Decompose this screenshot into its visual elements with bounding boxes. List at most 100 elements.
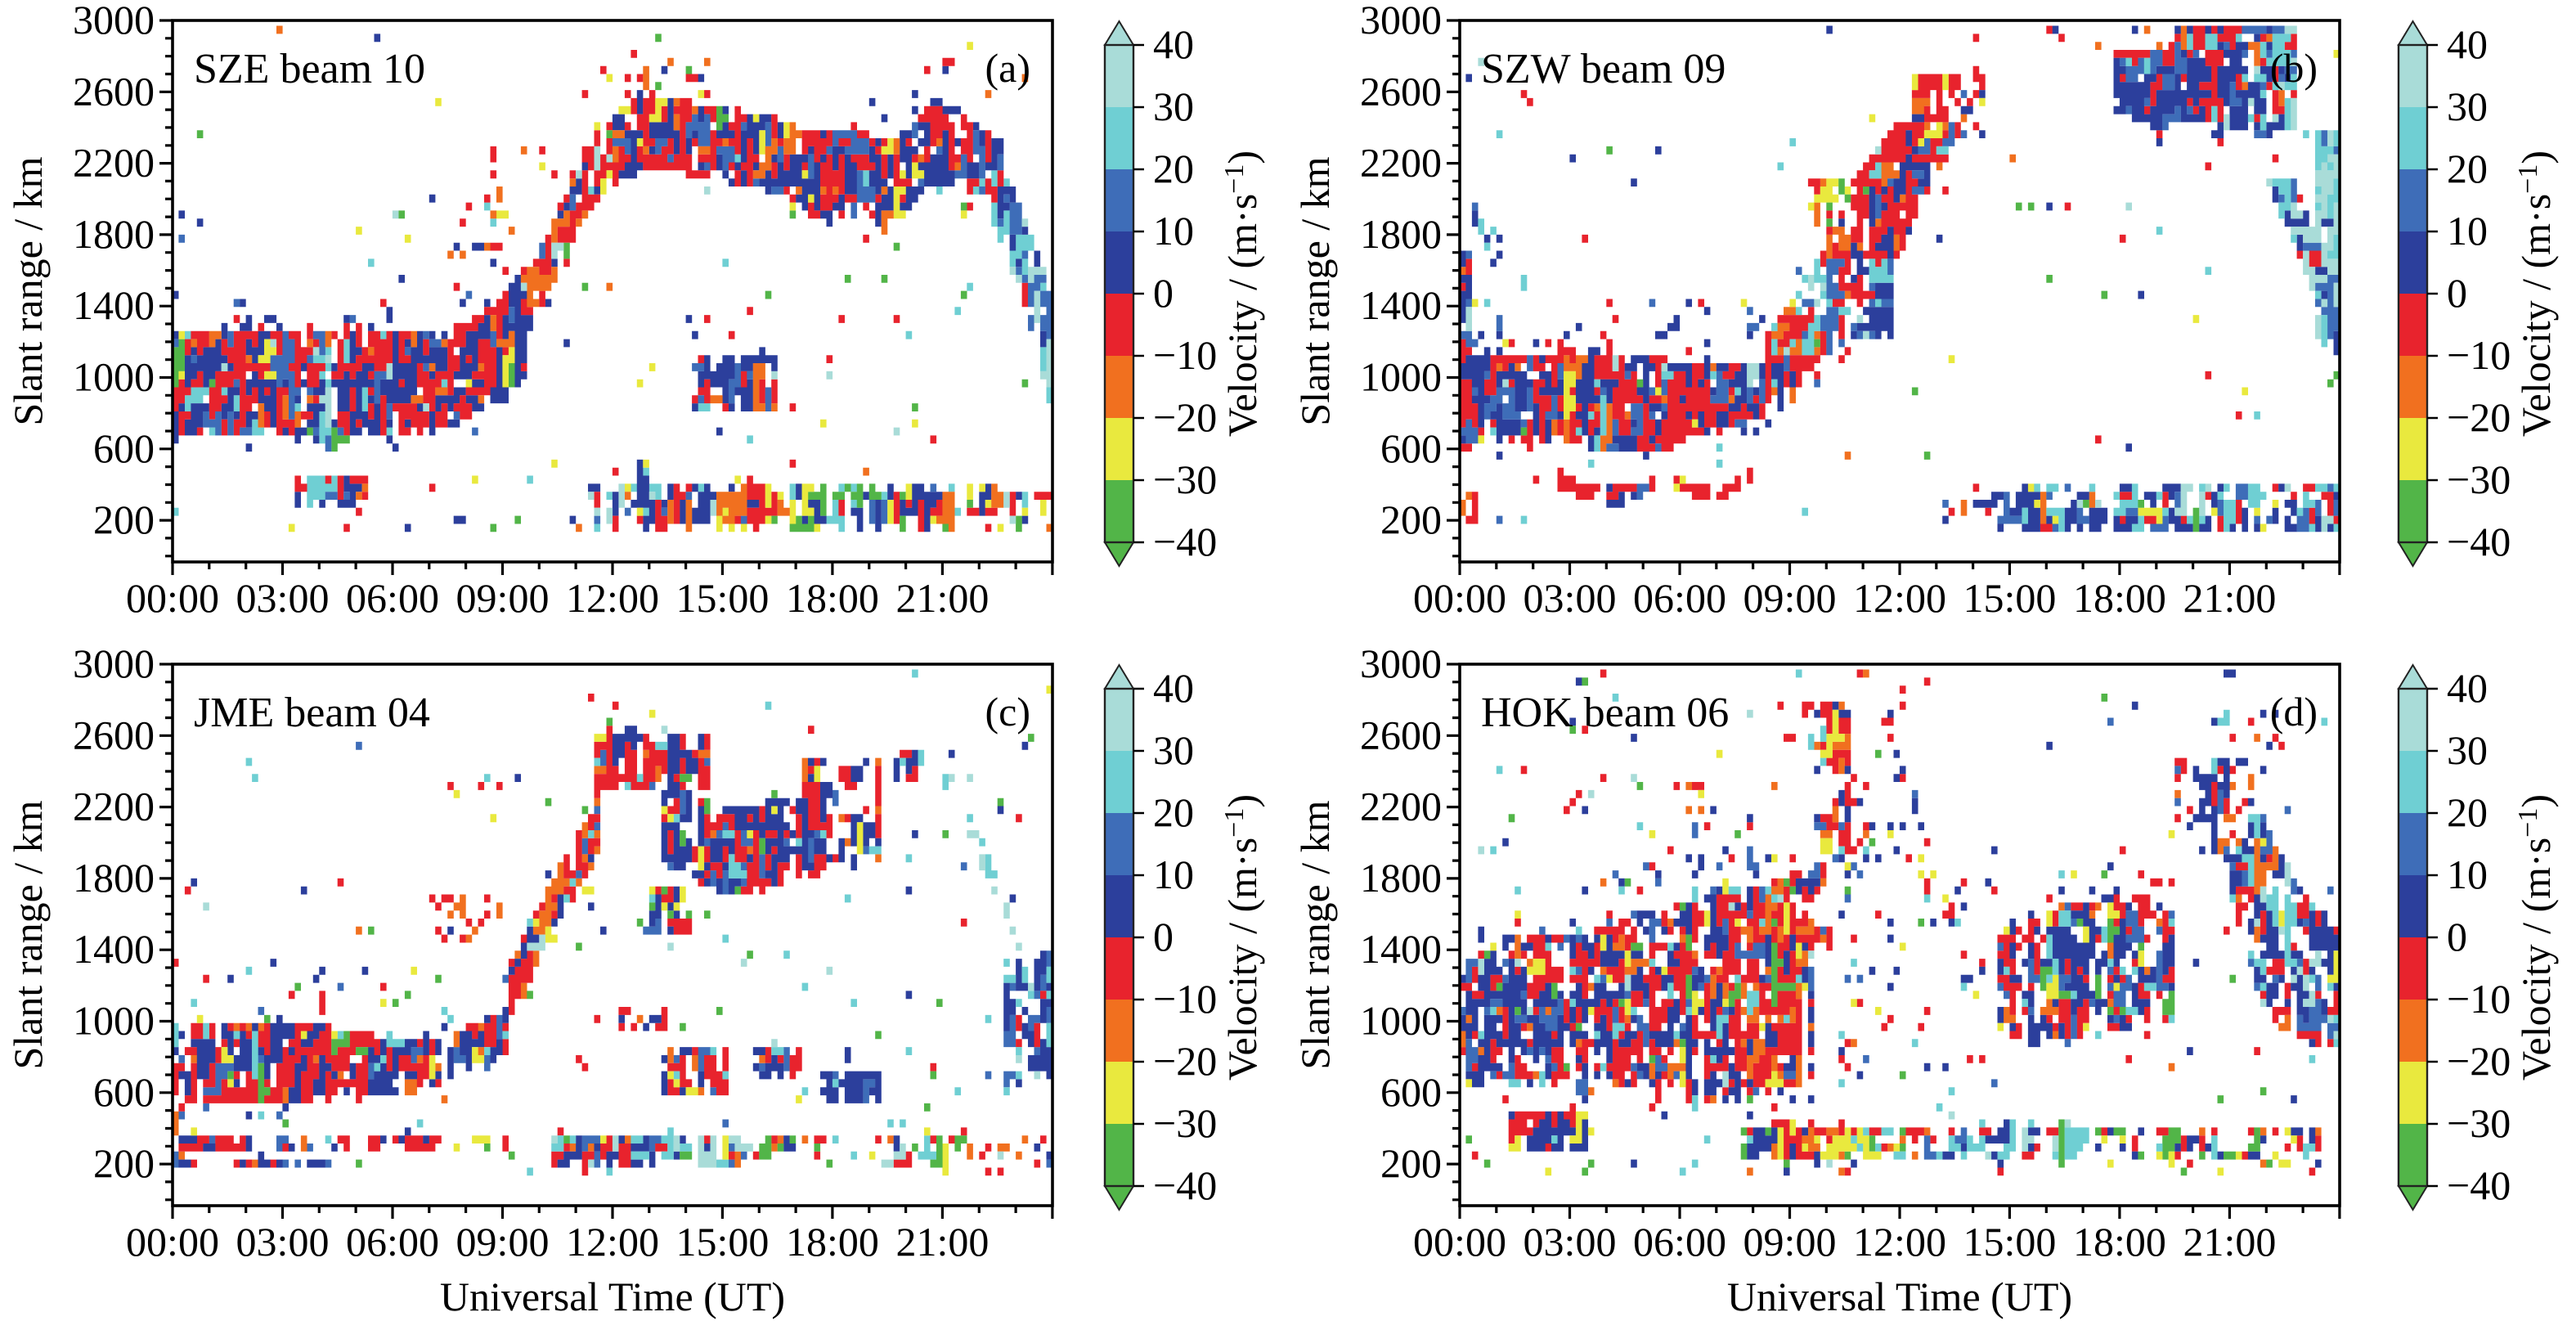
svg-text:200: 200 <box>93 1140 155 1186</box>
svg-text:0: 0 <box>2447 270 2467 316</box>
svg-text:06:00: 06:00 <box>1633 575 1726 621</box>
svg-text:0: 0 <box>1153 914 1174 959</box>
svg-text:Universal Time (UT): Universal Time (UT) <box>1727 1274 2072 1319</box>
svg-text:06:00: 06:00 <box>346 575 439 621</box>
svg-text:Slant range / km: Slant range / km <box>1292 156 1338 425</box>
svg-text:3000: 3000 <box>73 640 155 686</box>
svg-text:−10: −10 <box>1153 332 1217 378</box>
svg-text:30: 30 <box>1153 83 1194 129</box>
svg-text:2200: 2200 <box>1360 784 1442 829</box>
svg-text:Velocity / (m·s−1): Velocity / (m·s−1) <box>2513 794 2559 1081</box>
svg-text:−20: −20 <box>2447 394 2511 440</box>
svg-text:−10: −10 <box>2447 976 2511 1022</box>
svg-text:2200: 2200 <box>73 784 155 829</box>
svg-text:12:00: 12:00 <box>1853 1219 1946 1265</box>
svg-text:200: 200 <box>1380 496 1442 542</box>
svg-text:0: 0 <box>1153 270 1174 316</box>
svg-text:18:00: 18:00 <box>786 575 879 621</box>
svg-text:06:00: 06:00 <box>346 1219 439 1265</box>
svg-text:12:00: 12:00 <box>566 1219 659 1265</box>
svg-text:00:00: 00:00 <box>1413 575 1506 621</box>
svg-text:1000: 1000 <box>1360 998 1442 1044</box>
svg-text:09:00: 09:00 <box>456 1219 550 1265</box>
svg-text:18:00: 18:00 <box>786 1219 879 1265</box>
svg-text:10: 10 <box>2447 851 2488 897</box>
svg-text:200: 200 <box>1380 1140 1442 1186</box>
svg-text:00:00: 00:00 <box>126 575 219 621</box>
svg-text:1800: 1800 <box>73 855 155 901</box>
svg-text:600: 600 <box>93 425 155 471</box>
svg-text:2600: 2600 <box>73 68 155 114</box>
svg-text:−30: −30 <box>1153 456 1217 502</box>
svg-text:10: 10 <box>1153 208 1194 254</box>
svg-text:Slant range / km: Slant range / km <box>1292 800 1338 1069</box>
svg-text:03:00: 03:00 <box>236 575 330 621</box>
svg-text:12:00: 12:00 <box>566 575 659 621</box>
svg-text:HOK beam 06: HOK beam 06 <box>1481 690 1729 736</box>
svg-text:09:00: 09:00 <box>456 575 550 621</box>
svg-text:15:00: 15:00 <box>675 575 769 621</box>
svg-text:18:00: 18:00 <box>2073 1219 2166 1265</box>
svg-text:Universal Time (UT): Universal Time (UT) <box>440 1274 785 1319</box>
svg-text:12:00: 12:00 <box>1853 575 1946 621</box>
svg-text:20: 20 <box>2447 789 2488 835</box>
svg-text:2200: 2200 <box>1360 140 1442 186</box>
svg-text:−30: −30 <box>2447 1100 2511 1146</box>
svg-text:−20: −20 <box>2447 1038 2511 1084</box>
svg-text:−40: −40 <box>1153 1162 1217 1208</box>
svg-text:−30: −30 <box>1153 1100 1217 1146</box>
svg-text:−30: −30 <box>2447 456 2511 502</box>
svg-text:−10: −10 <box>2447 332 2511 378</box>
svg-text:30: 30 <box>2447 83 2488 129</box>
svg-text:Velocity / (m·s−1): Velocity / (m·s−1) <box>2513 151 2559 437</box>
svg-text:03:00: 03:00 <box>1524 1219 1617 1265</box>
svg-text:3000: 3000 <box>1360 640 1442 686</box>
svg-text:1000: 1000 <box>1360 354 1442 400</box>
svg-text:−20: −20 <box>1153 1038 1217 1084</box>
svg-text:(d): (d) <box>2270 689 2318 735</box>
svg-text:21:00: 21:00 <box>2183 575 2276 621</box>
svg-text:06:00: 06:00 <box>1633 1219 1726 1265</box>
svg-text:JME beam 04: JME beam 04 <box>194 690 430 736</box>
svg-text:Slant range / km: Slant range / km <box>5 156 51 425</box>
svg-text:(b): (b) <box>2270 45 2318 91</box>
svg-text:10: 10 <box>2447 208 2488 254</box>
svg-text:1400: 1400 <box>1360 926 1442 972</box>
svg-text:09:00: 09:00 <box>1744 575 1837 621</box>
svg-text:−10: −10 <box>1153 976 1217 1022</box>
svg-text:0: 0 <box>2447 914 2467 959</box>
svg-text:40: 40 <box>2447 665 2488 711</box>
svg-text:Velocity / (m·s−1): Velocity / (m·s−1) <box>1219 151 1265 437</box>
svg-text:1800: 1800 <box>73 211 155 257</box>
svg-text:3000: 3000 <box>73 0 155 43</box>
svg-text:30: 30 <box>2447 727 2488 773</box>
svg-text:1800: 1800 <box>1360 855 1442 901</box>
svg-text:03:00: 03:00 <box>236 1219 330 1265</box>
svg-text:1800: 1800 <box>1360 211 1442 257</box>
svg-text:20: 20 <box>2447 146 2488 191</box>
svg-text:1400: 1400 <box>73 282 155 328</box>
svg-text:3000: 3000 <box>1360 0 1442 43</box>
svg-text:1400: 1400 <box>73 926 155 972</box>
svg-text:Velocity / (m·s−1): Velocity / (m·s−1) <box>1219 794 1265 1081</box>
svg-text:2600: 2600 <box>1360 712 1442 757</box>
svg-text:15:00: 15:00 <box>1963 575 2056 621</box>
svg-text:2600: 2600 <box>73 712 155 757</box>
svg-text:40: 40 <box>1153 21 1194 67</box>
svg-text:600: 600 <box>1380 425 1442 471</box>
svg-text:Slant range / km: Slant range / km <box>5 800 51 1069</box>
svg-text:−40: −40 <box>2447 519 2511 564</box>
svg-text:03:00: 03:00 <box>1524 575 1617 621</box>
svg-text:00:00: 00:00 <box>126 1219 219 1265</box>
svg-text:2600: 2600 <box>1360 68 1442 114</box>
svg-text:21:00: 21:00 <box>895 575 989 621</box>
svg-text:18:00: 18:00 <box>2073 575 2166 621</box>
svg-text:09:00: 09:00 <box>1744 1219 1837 1265</box>
svg-text:15:00: 15:00 <box>1963 1219 2056 1265</box>
svg-text:1000: 1000 <box>73 354 155 400</box>
svg-text:20: 20 <box>1153 789 1194 835</box>
svg-text:40: 40 <box>1153 665 1194 711</box>
svg-text:600: 600 <box>1380 1069 1442 1115</box>
svg-text:1000: 1000 <box>73 998 155 1044</box>
svg-text:00:00: 00:00 <box>1413 1219 1506 1265</box>
